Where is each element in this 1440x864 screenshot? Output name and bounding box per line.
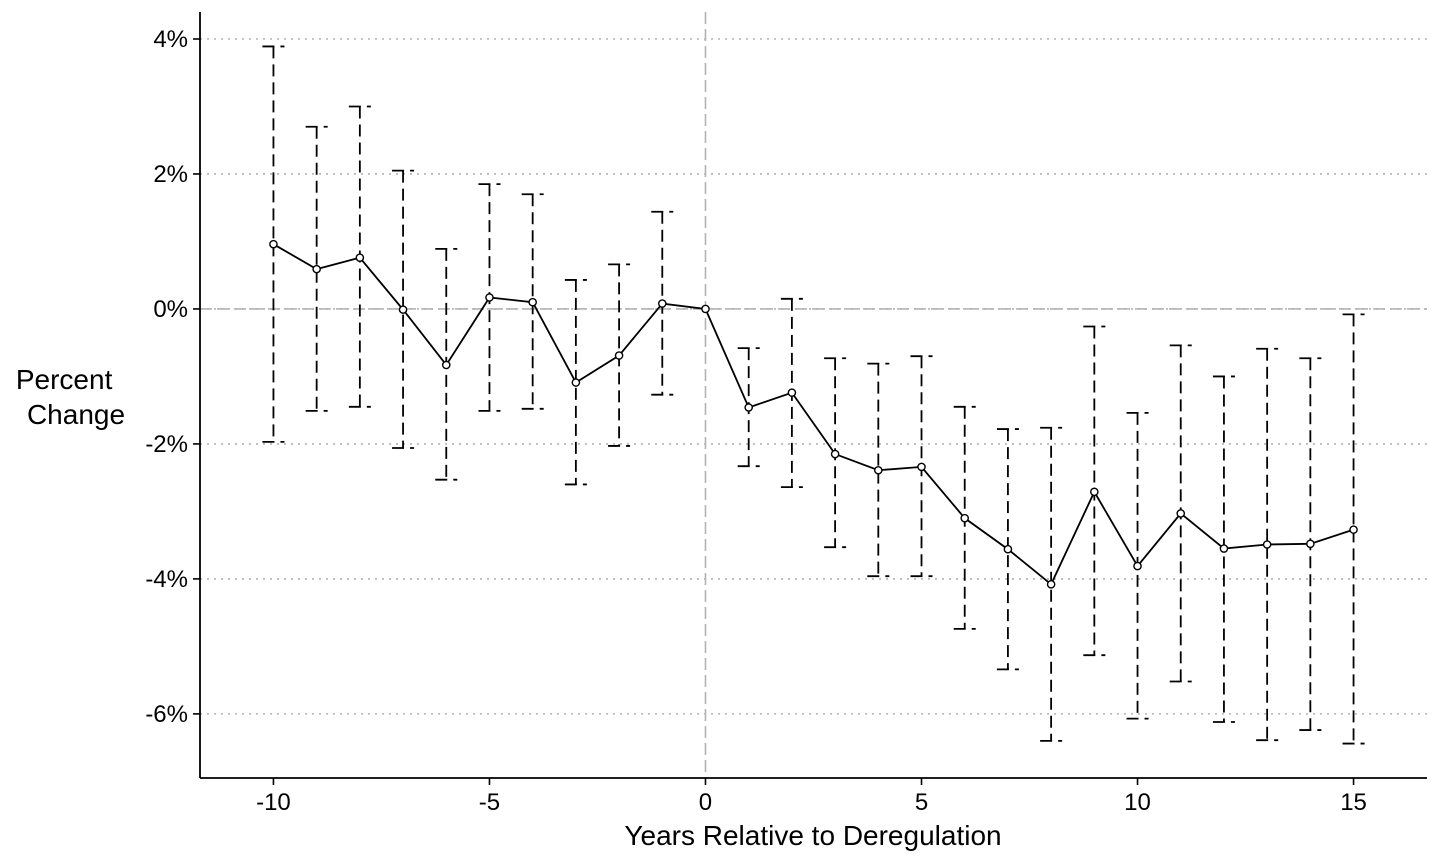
estimate-point [874, 465, 883, 475]
confidence-intervals [262, 45, 1365, 745]
ci-bar [1040, 426, 1063, 742]
estimate-point [917, 462, 926, 472]
estimate-point [528, 297, 537, 307]
ci-bar [867, 362, 890, 578]
estimate-point [355, 253, 365, 262]
estimate-point [787, 388, 797, 397]
x-tick-label: -5 [479, 789, 500, 816]
estimate-series [269, 239, 1358, 589]
estimate-point [744, 403, 753, 412]
x-tick-label: 5 [915, 789, 928, 816]
y-tick-label: -2% [145, 431, 188, 458]
ci-bar [996, 428, 1019, 671]
estimate-point [1176, 509, 1186, 518]
tick-labels: 4% 2% 0% -2% -4% -6% -10 -5 0 5 10 15 [145, 26, 1367, 816]
estimate-point [1306, 539, 1315, 549]
ci-bar [305, 125, 328, 412]
ci-bar [262, 45, 285, 443]
y-tick-label: -6% [145, 701, 188, 728]
estimate-point [441, 360, 451, 370]
estimate-point [1133, 561, 1142, 571]
estimate-point [1349, 525, 1358, 534]
y-tick-label: 0% [153, 296, 188, 323]
estimate-point [269, 239, 278, 249]
estimate-point [312, 264, 321, 274]
estimate-point [614, 351, 624, 360]
ci-bar [1256, 347, 1279, 742]
reference-lines [200, 12, 1427, 778]
x-tick-label: 10 [1124, 789, 1151, 816]
y-axis-title-line-2: Change [27, 399, 125, 430]
y-axis-title: Percent Change [16, 364, 125, 430]
ci-bar [564, 279, 587, 486]
axes [193, 12, 1427, 785]
estimate-point [485, 293, 494, 302]
estimate-point [1219, 544, 1229, 553]
ci-bar [521, 193, 544, 410]
estimate-point [1046, 580, 1056, 589]
ci-bar [1342, 313, 1365, 745]
estimate-point [1090, 487, 1099, 497]
y-tick-label: 2% [153, 161, 188, 188]
estimate-point [398, 305, 408, 314]
x-axis-title: Years Relative to Deregulation [624, 820, 1001, 851]
estimate-point [1262, 540, 1272, 549]
estimate-point [571, 378, 581, 387]
x-tick-label: -10 [256, 789, 291, 816]
estimate-point [701, 304, 710, 314]
x-tick-label: 0 [699, 789, 712, 816]
estimate-point [960, 513, 970, 523]
ci-bar [392, 169, 415, 449]
grid-lines [200, 38, 1427, 715]
y-axis-title-line-1: Percent [16, 364, 113, 395]
y-tick-label: 4% [153, 26, 188, 53]
estimate-line [272, 243, 1354, 586]
x-tick-label: 15 [1340, 789, 1367, 816]
y-tick-label: -4% [145, 566, 188, 593]
estimate-point [657, 299, 667, 308]
estimate-point [830, 449, 840, 459]
estimate-point [1003, 544, 1013, 554]
